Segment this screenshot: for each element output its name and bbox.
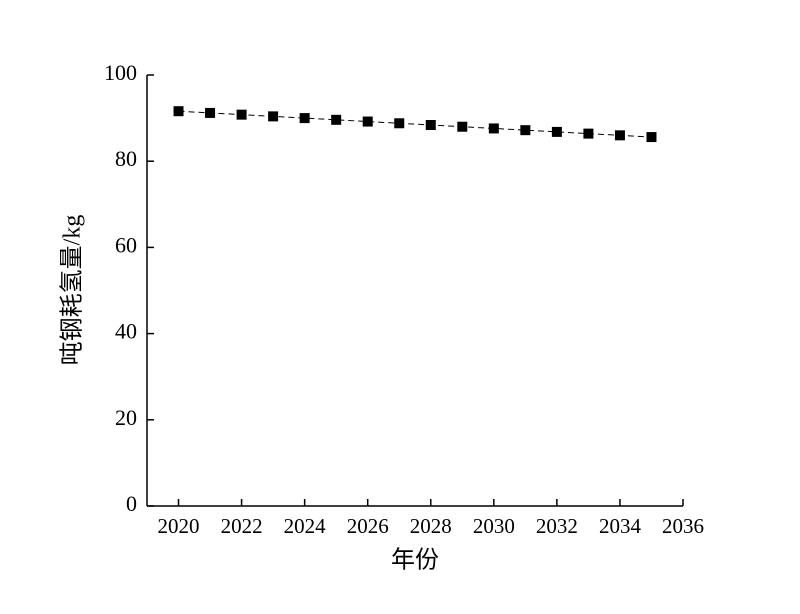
x-tick-label: 2034 — [599, 514, 642, 538]
y-tick-label: 0 — [126, 491, 137, 516]
marker — [331, 114, 342, 125]
x-tick-label: 2030 — [473, 514, 515, 538]
marker — [457, 121, 468, 132]
x-tick-label: 2022 — [221, 514, 263, 538]
marker — [236, 109, 247, 120]
y-tick-label: 80 — [115, 146, 137, 171]
marker — [646, 132, 657, 143]
marker — [488, 123, 499, 134]
marker — [394, 118, 405, 129]
y-tick-label: 60 — [115, 232, 137, 257]
x-tick-label: 2032 — [536, 514, 578, 538]
x-tick-label: 2020 — [158, 514, 200, 538]
x-axis-label: 年份 — [391, 547, 439, 574]
marker — [520, 125, 531, 136]
marker — [268, 111, 279, 122]
marker — [299, 113, 310, 124]
marker — [583, 128, 594, 139]
marker — [551, 126, 562, 137]
y-tick-label: 40 — [115, 319, 137, 344]
marker — [205, 107, 216, 118]
y-tick-label: 100 — [104, 60, 137, 85]
x-tick-label: 2036 — [662, 514, 704, 538]
x-tick-label: 2024 — [284, 514, 327, 538]
y-tick-label: 20 — [115, 405, 137, 430]
x-tick-label: 2026 — [347, 514, 389, 538]
marker — [614, 130, 625, 141]
marker — [173, 106, 184, 117]
series-line — [178, 110, 652, 138]
marker — [425, 119, 436, 130]
marker — [362, 116, 373, 127]
y-axis-label: 吨钢耗氢量/kg — [59, 215, 86, 366]
x-tick-label: 2028 — [410, 514, 452, 538]
